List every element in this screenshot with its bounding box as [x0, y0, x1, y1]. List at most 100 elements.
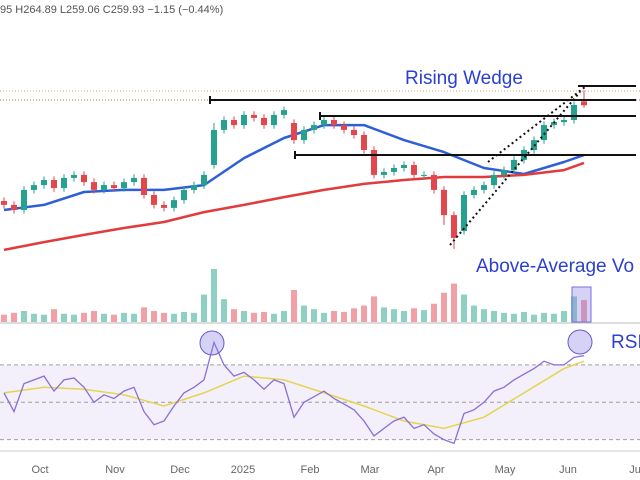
candle-body: [161, 204, 167, 208]
x-tick-label: Apr: [427, 464, 444, 476]
candle-body: [51, 180, 57, 189]
candle-body: [221, 120, 227, 130]
annotation: RSI: [611, 332, 640, 353]
volume-bar: [61, 313, 67, 322]
x-tick-label: 2025: [231, 464, 255, 476]
candle-body: [371, 150, 377, 175]
volume-bar: [371, 296, 377, 322]
volume-bar: [261, 311, 267, 322]
candle-body: [281, 110, 287, 115]
candle-body: [421, 174, 427, 176]
volume-bar: [101, 313, 107, 322]
x-tick-label: Feb: [301, 464, 320, 476]
price-header: 95 H264.89 L259.06 C259.93 −1.15 (−0.44%…: [0, 4, 223, 16]
candle-body: [101, 185, 107, 190]
volume-bar: [351, 308, 357, 322]
candle-body: [141, 177, 147, 195]
volume-bar: [321, 312, 327, 322]
volume-bar: [81, 312, 87, 322]
candle-body: [41, 180, 47, 186]
volume-bar: [171, 313, 177, 322]
wedge-line: [487, 86, 586, 163]
candle-body: [571, 105, 577, 120]
candle-body: [1, 201, 7, 205]
candle-body: [61, 177, 67, 189]
candle-body: [461, 195, 467, 231]
volume-highlight: [571, 286, 592, 323]
candle-body: [331, 120, 337, 126]
volume-bar: [231, 309, 237, 322]
candle-body: [451, 215, 457, 238]
candle-body: [301, 129, 307, 141]
candle-body: [431, 174, 437, 190]
volume-bar: [201, 294, 207, 322]
wedge-line: [449, 91, 581, 246]
candle-body: [21, 189, 27, 210]
candle-body: [381, 171, 387, 175]
volume-bar: [71, 314, 77, 322]
volume-bar: [281, 311, 287, 322]
candle-body: [261, 117, 267, 126]
candle-body: [31, 185, 37, 190]
candle-body: [411, 165, 417, 175]
volume-bar: [541, 312, 547, 322]
volume-bar: [91, 311, 97, 322]
x-tick-label: Mar: [361, 464, 380, 476]
volume-bar: [191, 312, 197, 322]
volume-bar: [391, 309, 397, 322]
volume-bar: [401, 311, 407, 322]
volume-bar: [481, 309, 487, 322]
volume-bar: [531, 314, 537, 322]
candle-body: [541, 125, 547, 141]
volume-bar: [331, 311, 337, 322]
rsi-highlight: [199, 330, 225, 356]
candle-body: [491, 174, 497, 186]
volume-bar: [491, 311, 497, 322]
x-tick-label: Ju: [629, 464, 640, 476]
volume-bar: [291, 290, 297, 322]
volume-bar: [511, 313, 517, 322]
x-tick-label: Nov: [105, 464, 125, 476]
candle-body: [391, 168, 397, 172]
candle-body: [131, 177, 137, 183]
rsi-average: [3, 360, 585, 430]
volume-bar: [341, 311, 347, 322]
annotation: Rising Wedge: [405, 68, 523, 89]
candle-body: [361, 135, 367, 150]
volume-bar: [131, 313, 137, 322]
candle-body: [511, 159, 517, 171]
candle-body: [251, 114, 257, 118]
volume-bar: [211, 268, 217, 322]
volume-bar: [161, 312, 167, 322]
candle-body: [71, 174, 77, 178]
candle-body: [91, 182, 97, 190]
candle-body: [211, 129, 217, 165]
candle-body: [11, 204, 17, 210]
candle-body: [241, 114, 247, 126]
x-tick-label: Jun: [559, 464, 577, 476]
x-tick-label: Oct: [31, 464, 48, 476]
candle-body: [121, 182, 127, 189]
candle-body: [191, 185, 197, 190]
candle-body: [401, 165, 407, 168]
candle-body: [471, 189, 477, 195]
volume-bar: [551, 313, 557, 322]
x-tick-label: Dec: [170, 464, 190, 476]
candle-body: [581, 101, 587, 106]
volume-bar: [221, 299, 227, 322]
volume-bar: [501, 312, 507, 322]
candle-body: [291, 123, 297, 141]
candle-body: [341, 125, 347, 130]
volume-bar: [181, 311, 187, 322]
x-tick-label: May: [495, 464, 516, 476]
candle-body: [181, 189, 187, 201]
candle-body: [171, 200, 177, 208]
volume-bar: [51, 309, 57, 322]
volume-bar: [381, 307, 387, 322]
volume-bar: [241, 311, 247, 322]
volume-bar: [411, 308, 417, 322]
volume-bar: [471, 305, 477, 322]
back-layer: [0, 90, 640, 452]
